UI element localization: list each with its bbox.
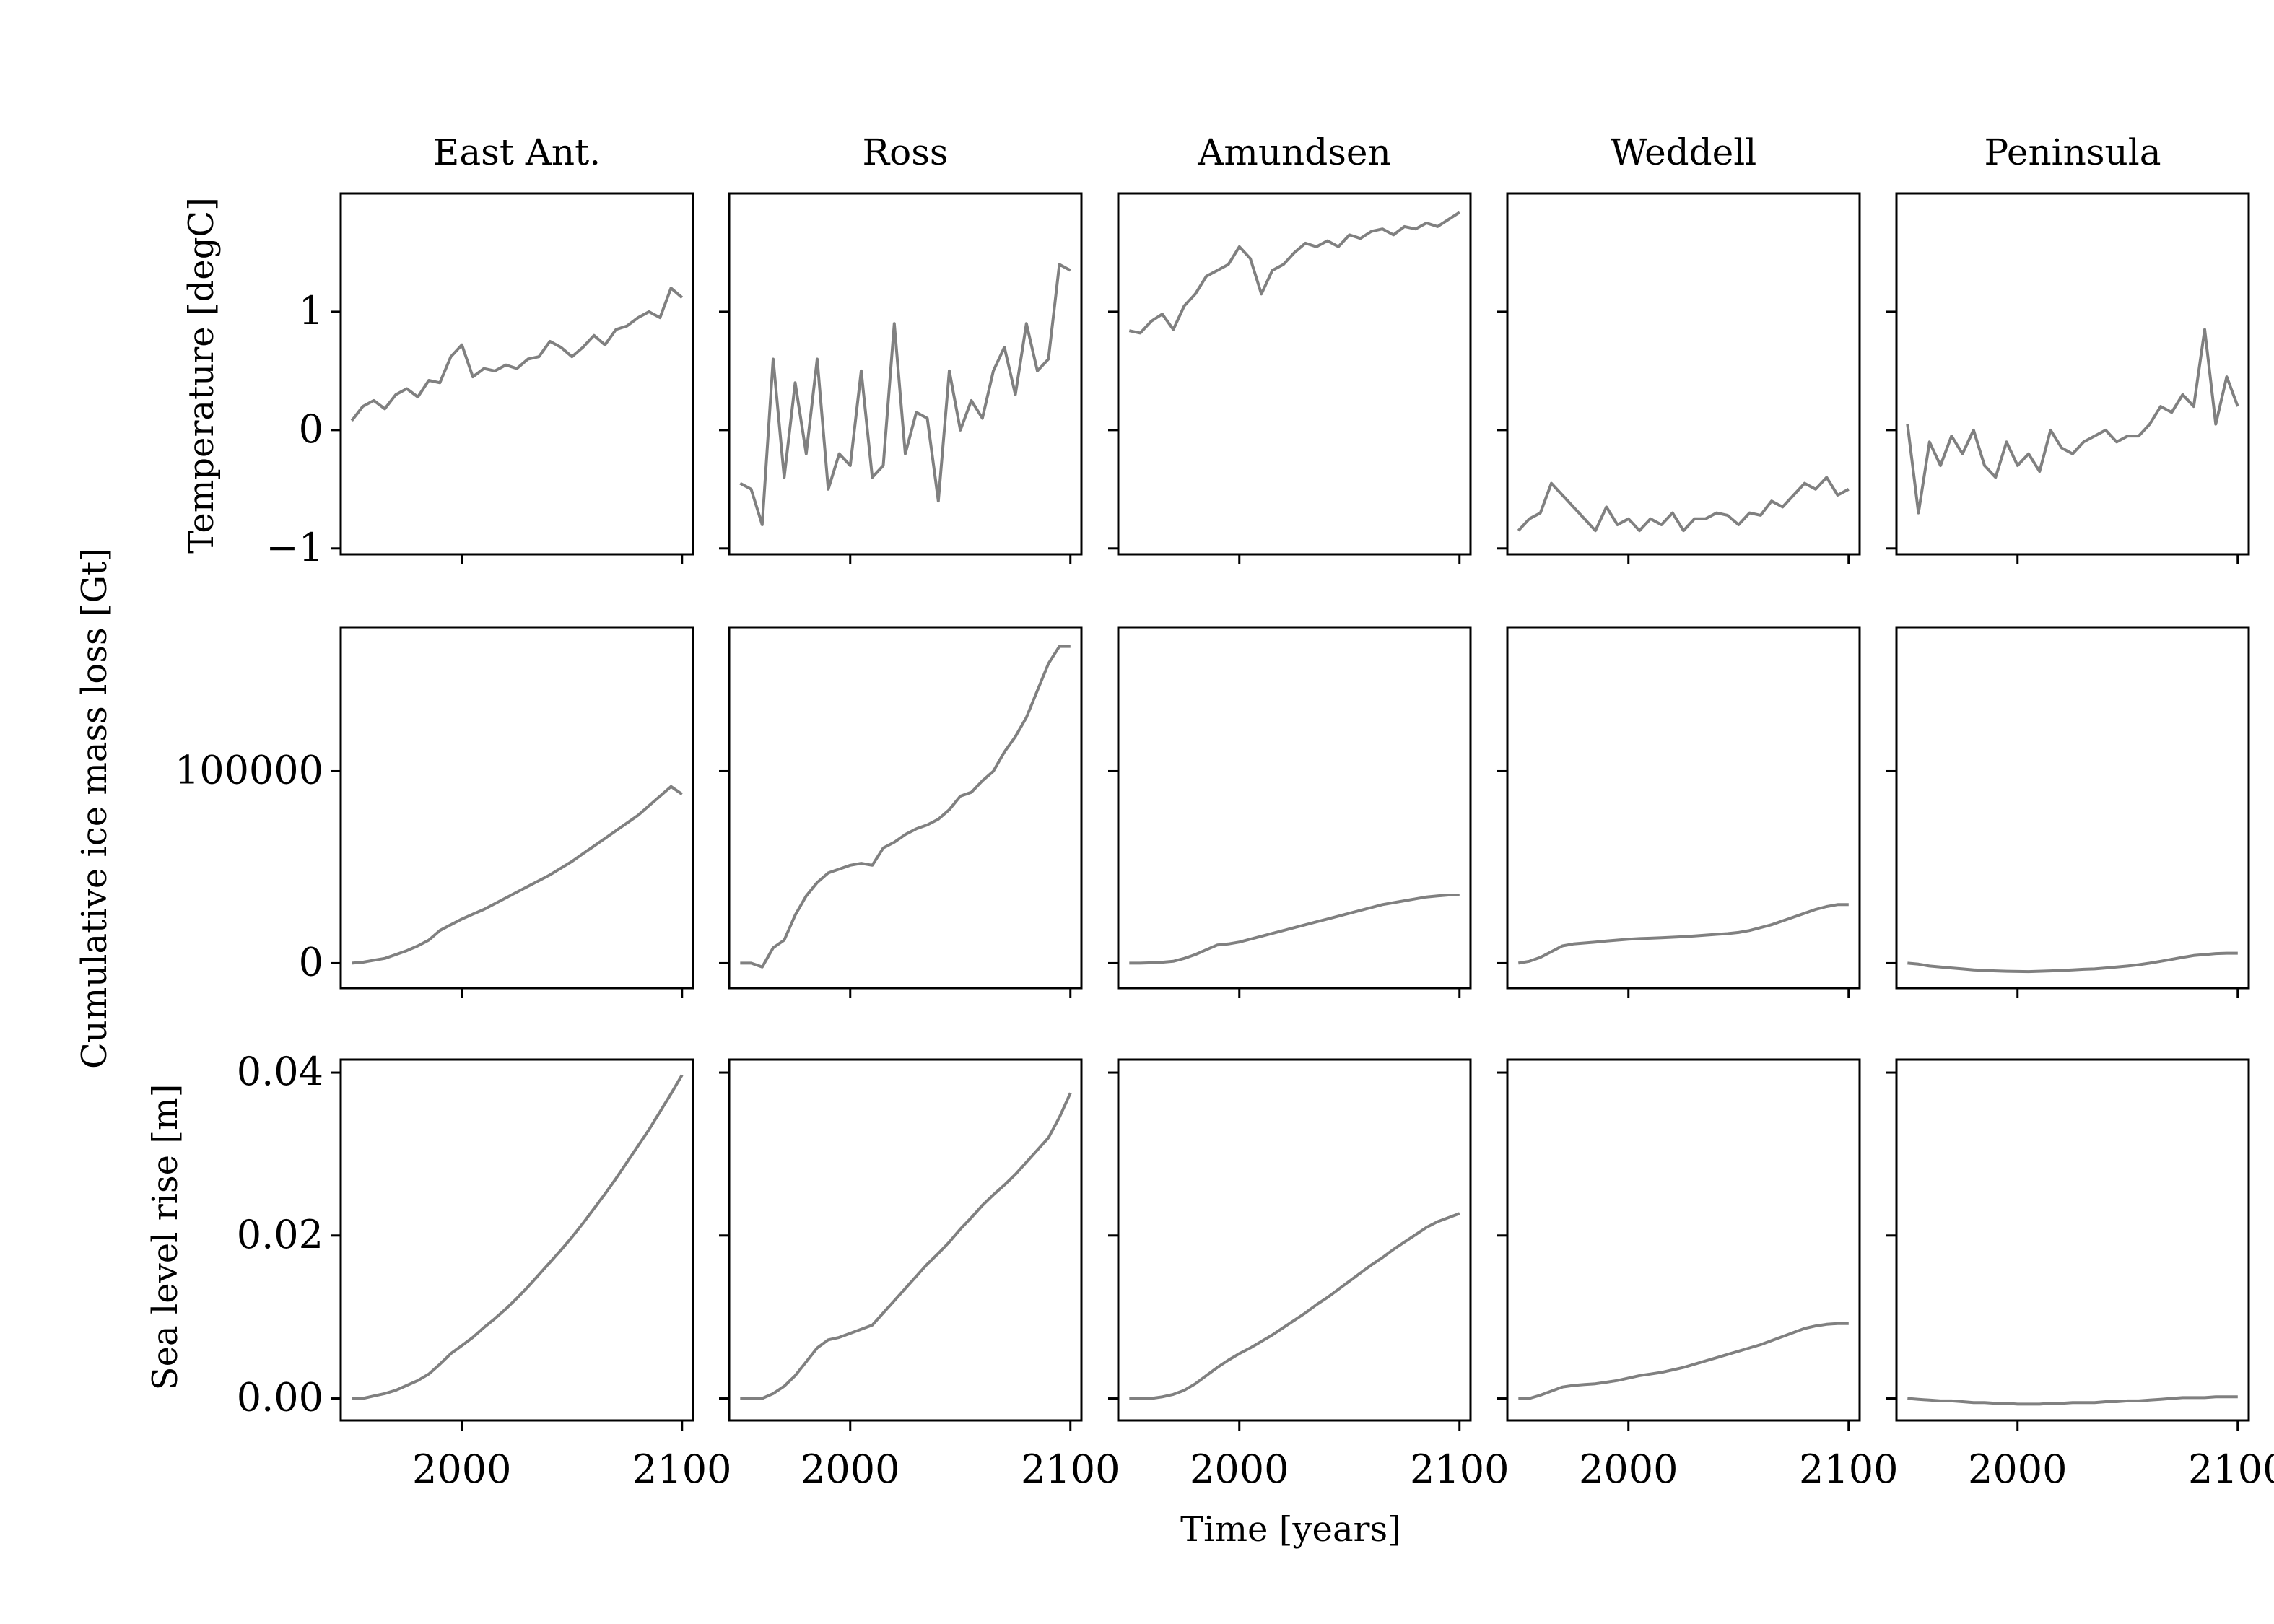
- panel-east-ant-row3: 0.00 0.02 0.04 2000 2100: [237, 1049, 732, 1492]
- axes-frame: [728, 192, 1083, 556]
- series-line-east-ant: [352, 1074, 684, 1400]
- series-line-amundsen: [1128, 211, 1460, 335]
- axes-frame: [1117, 192, 1472, 556]
- panel-amundsen-row3: 2000 2100: [1108, 1058, 1509, 1492]
- ylabel-sea-level-rise: Sea level rise [m]: [145, 1084, 186, 1391]
- series-line-east-ant: [352, 785, 683, 965]
- axes-frame: [1895, 1058, 2250, 1422]
- axes-frame: [1117, 626, 1472, 990]
- panel-peninsula-row2: [1886, 626, 2250, 998]
- axes-frame: [728, 626, 1083, 990]
- axes-frame: [339, 1058, 694, 1422]
- panel-amundsen-row1: [1108, 192, 1472, 564]
- y-tick-label: 0: [299, 406, 323, 452]
- column-title-peninsula: Peninsula: [1984, 131, 2161, 173]
- series-line-peninsula: [1907, 1395, 2238, 1406]
- series-line-amundsen: [1129, 1212, 1460, 1400]
- axes-frame: [1506, 626, 1861, 990]
- x-tick-label: 2100: [1021, 1446, 1120, 1492]
- x-tick-label: 2100: [1799, 1446, 1898, 1492]
- axes-frame: [1117, 1058, 1472, 1422]
- axes-frame: [728, 1058, 1083, 1422]
- xlabel-time: Time [years]: [1180, 1509, 1401, 1550]
- series-line-amundsen: [1129, 894, 1460, 965]
- series-line-ross: [740, 645, 1071, 969]
- series-line-weddell: [1517, 903, 1849, 965]
- axes-frame: [1895, 192, 2250, 556]
- x-tick-label: 2000: [412, 1446, 511, 1492]
- series-line-east-ant: [350, 287, 684, 422]
- panel-weddell-row2: [1497, 626, 1861, 998]
- series-line-ross: [740, 1092, 1072, 1400]
- panel-amundsen-row2: [1108, 626, 1472, 998]
- x-tick-label: 2000: [801, 1446, 899, 1492]
- y-tick-label: 1: [299, 288, 323, 333]
- series-line-peninsula: [1907, 951, 2238, 974]
- panel-ross-row3: 2000 2100: [719, 1058, 1120, 1492]
- column-title-amundsen: Amundsen: [1197, 131, 1390, 173]
- x-tick-label: 2100: [1410, 1446, 1509, 1492]
- axes-frame: [1895, 626, 2250, 990]
- panel-weddell-row3: 2000 2100: [1497, 1058, 1898, 1492]
- ylabel-cumulative-ice-mass-loss: Cumulative ice mass loss [Gt]: [74, 548, 115, 1069]
- y-tick-label: −1: [266, 525, 323, 570]
- panel-peninsula-row3: 2000 2100: [1886, 1058, 2274, 1492]
- y-tick-label: 0: [299, 939, 323, 985]
- x-tick-label: 2000: [1190, 1446, 1289, 1492]
- panel-ross-row1: [719, 192, 1083, 564]
- panel-east-ant-row2: 0 100000: [175, 626, 694, 998]
- x-tick-label: 2000: [1579, 1446, 1678, 1492]
- panel-peninsula-row1: [1886, 192, 2250, 564]
- axes-frame: [339, 626, 694, 990]
- panel-east-ant-row1: −1 0 1: [266, 192, 694, 570]
- ylabel-temperature: Temperature [degC]: [181, 197, 222, 554]
- panel-grid: East Ant. Ross Amundsen Weddell Peninsula −1 0…: [175, 131, 2274, 1492]
- series-line-ross: [739, 263, 1071, 526]
- series-line-weddell: [1517, 476, 1850, 533]
- panel-weddell-row1: [1497, 192, 1861, 564]
- axes-frame: [339, 192, 694, 556]
- axes-frame: [1506, 192, 1861, 556]
- axes-frame: [1506, 1058, 1861, 1422]
- y-tick-label: 100000: [175, 747, 323, 793]
- y-tick-label: 0.02: [237, 1212, 323, 1257]
- column-title-weddell: Weddell: [1611, 131, 1757, 173]
- x-tick-label: 2000: [1968, 1446, 2067, 1492]
- column-title-ross: Ross: [862, 131, 948, 173]
- x-tick-label: 2100: [632, 1446, 731, 1492]
- series-line-weddell: [1518, 1322, 1849, 1400]
- y-tick-label: 0.00: [237, 1375, 323, 1420]
- x-tick-label: 2100: [2188, 1446, 2274, 1492]
- panel-ross-row2: [719, 626, 1083, 998]
- y-tick-label: 0.04: [237, 1049, 323, 1094]
- column-title-east-ant: East Ant.: [433, 131, 601, 173]
- series-line-peninsula: [1906, 328, 2239, 515]
